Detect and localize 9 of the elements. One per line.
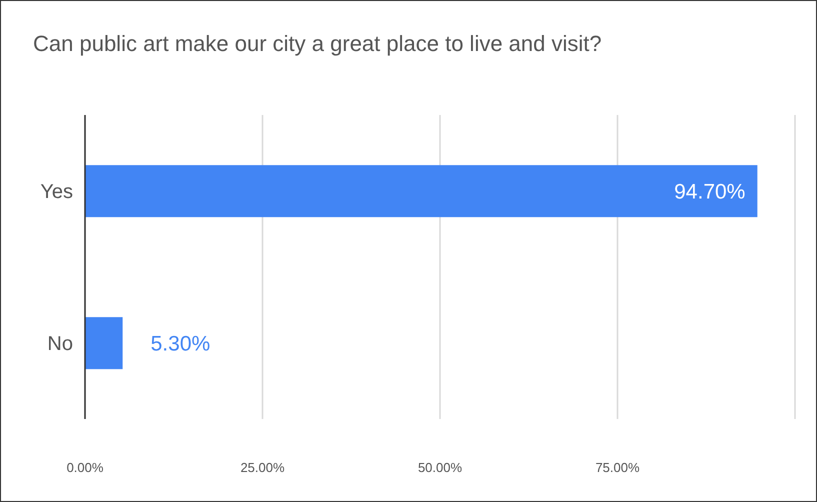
x-tick-label: 0.00% [66, 460, 104, 476]
data-label: 94.70% [674, 180, 746, 204]
y-tick-label: Yes [40, 181, 73, 204]
y-tick-label: No [47, 333, 73, 356]
chart-title: Can public art make our city a great place to live and visit? [33, 31, 602, 57]
data-label: 5.30% [150, 332, 210, 356]
x-tick-label: 50.00% [418, 460, 462, 476]
x-tick-label: 75.00% [595, 460, 640, 476]
x-tick-label: 25.00% [240, 460, 285, 476]
